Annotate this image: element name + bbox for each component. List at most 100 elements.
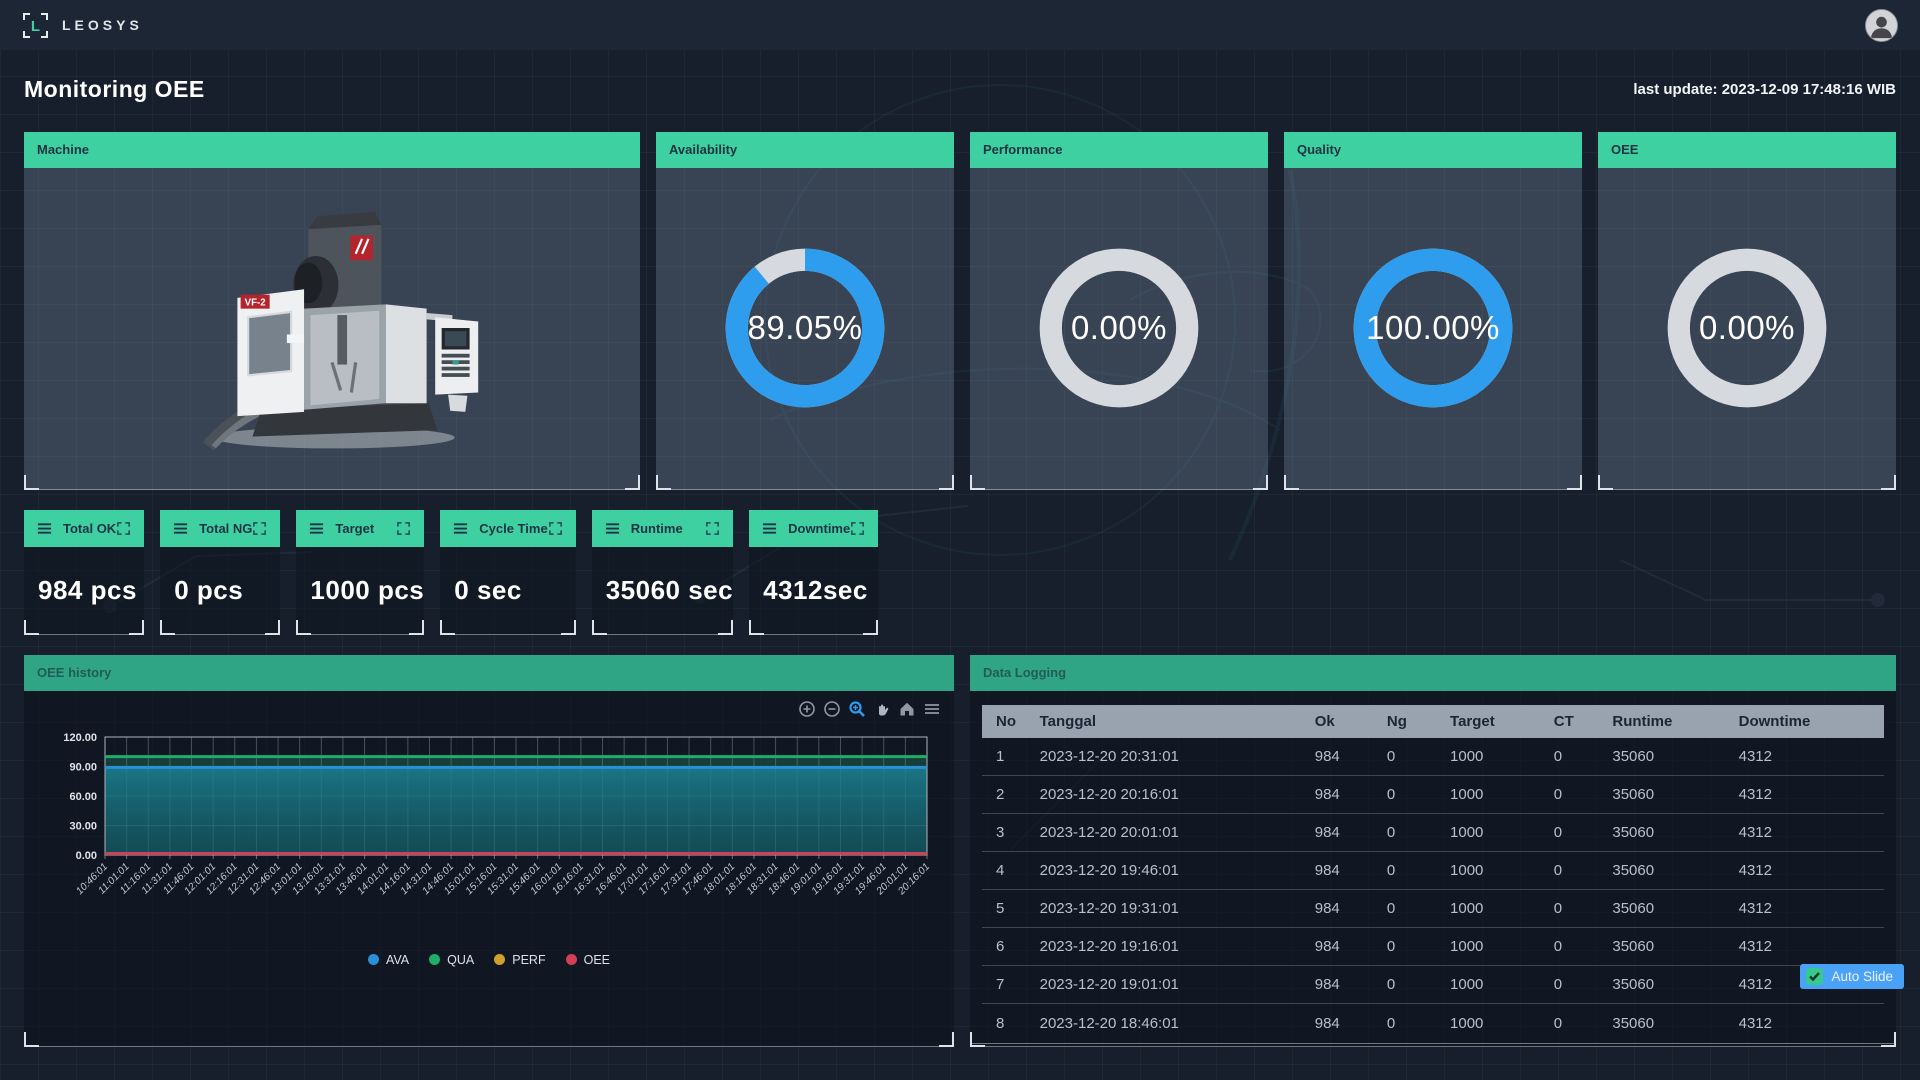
oee-history-chart[interactable]: 10:46:0111:01:0111:16:0111:31:0111:46:01… <box>33 727 943 942</box>
table-cell: 0 <box>1545 775 1605 815</box>
table-cell: 984 <box>1306 851 1379 891</box>
stat-value: 35060 sec <box>605 574 734 605</box>
legend-dot <box>565 954 577 966</box>
table-header-row: No Tanggal Ok Ng Target CT Runtime Downtime <box>982 704 1884 738</box>
table-cell: 1000 <box>1442 851 1546 891</box>
stat-value: 1000 pcs <box>310 574 425 605</box>
table-cell: 0 <box>1545 927 1605 967</box>
table-cell: 4312 <box>1730 813 1884 853</box>
chart-legend: AVA QUA PERF OEE <box>24 953 954 967</box>
table-cell: 984 <box>1314 1014 1340 1032</box>
legend-item-PERF[interactable]: PERF <box>494 953 546 967</box>
table-cell: 2023-12-20 18:46:01 <box>1039 1014 1179 1032</box>
y-tick-label: 30.00 <box>69 820 97 832</box>
auto-slide-toggle[interactable]: Auto Slide <box>1800 964 1904 989</box>
table-cell: 984 <box>1306 889 1379 929</box>
pan-icon[interactable] <box>873 700 891 718</box>
table-cell: 1000 <box>1442 813 1546 853</box>
table-cell: 4312 <box>1730 927 1884 967</box>
menu-icon[interactable] <box>605 521 620 536</box>
panel-title: Quality <box>1297 142 1342 158</box>
table-cell: 0 <box>1378 965 1443 1005</box>
table-cell: 4 <box>982 851 1032 891</box>
table-cell: 4312 <box>1730 851 1884 891</box>
legend-label: AVA <box>385 952 410 967</box>
menu-icon[interactable] <box>923 700 941 718</box>
menu-icon[interactable] <box>309 521 324 536</box>
expand-icon[interactable] <box>850 521 865 536</box>
legend-item-AVA[interactable]: AVA <box>367 952 410 967</box>
panel-title: Downtime <box>788 520 851 536</box>
panel-title: Runtime <box>630 520 683 536</box>
user-avatar[interactable] <box>1865 8 1898 42</box>
leosys-logo-icon: L <box>22 12 49 39</box>
donut-gauge: 0.00% <box>1658 239 1836 417</box>
logo-letter: L <box>31 18 40 35</box>
table-cell: 2023-12-20 20:31:01 <box>1031 737 1307 777</box>
table-cell: 35060 <box>1604 813 1731 853</box>
column-header-ct: CT <box>1545 704 1605 738</box>
table-cell: 0 <box>1545 851 1605 891</box>
legend-item-OEE[interactable]: OEE <box>565 953 610 967</box>
expand-icon[interactable] <box>705 521 720 536</box>
expand-icon[interactable] <box>252 521 267 536</box>
legend-label: QUA <box>447 952 475 967</box>
zoom-out-icon[interactable] <box>823 700 841 718</box>
column-header-runtime: Runtime <box>1604 704 1731 738</box>
auto-slide-checkbox[interactable] <box>1806 968 1824 985</box>
home-icon[interactable] <box>898 700 916 718</box>
table-cell: 1000 <box>1442 775 1546 815</box>
table-cell: 8 <box>996 1014 1005 1032</box>
table-cell: 3 <box>982 813 1032 853</box>
table-cell: 0 <box>1545 889 1605 929</box>
column-header-tanggal: Tanggal <box>1031 704 1307 738</box>
data-logging-table: No Tanggal Ok Ng Target CT Runtime Downtime 1 20… <box>982 704 1884 1035</box>
panel-title: Target <box>335 520 375 536</box>
expand-icon[interactable] <box>548 521 563 536</box>
table-cell: 1000 <box>1450 1014 1484 1032</box>
table-cell: 35060 <box>1612 1014 1655 1032</box>
table-cell: 0 <box>1386 1014 1396 1032</box>
stat-value: 0 pcs <box>174 574 244 605</box>
top-card-row: Machine <box>24 131 1896 490</box>
y-tick-label: 90.00 <box>69 761 97 773</box>
menu-icon[interactable] <box>453 521 468 536</box>
donut-gauge: 0.00% <box>1030 239 1208 417</box>
expand-icon[interactable] <box>396 521 411 536</box>
zoom-select-icon[interactable] <box>848 700 866 718</box>
data-logging-table-wrap: No Tanggal Ok Ng Target CT Runtime Downtime 1 20… <box>982 704 1884 1035</box>
table-cell: 4312 <box>1730 737 1884 777</box>
legend-dot <box>429 954 441 966</box>
table-cell: 2023-12-20 19:16:01 <box>1031 927 1307 967</box>
table-cell: 1000 <box>1442 965 1546 1005</box>
table-cell: 5 <box>982 889 1032 929</box>
stat-panel-runtime: Runtime 35060 sec <box>591 509 734 635</box>
last-update-text: last update: 2023-12-09 17:48:16 WIB <box>1633 81 1896 99</box>
menu-icon[interactable] <box>37 521 52 536</box>
table-cell: 984 <box>1306 927 1379 967</box>
table-cell: 2023-12-20 20:16:01 <box>1031 775 1307 815</box>
panel-title: Total OK <box>63 520 117 536</box>
column-header-target: Target <box>1442 704 1546 738</box>
table-cell: 984 <box>1306 813 1379 853</box>
zoom-in-icon[interactable] <box>798 700 816 718</box>
bottom-row: OEE history <box>24 654 1896 1047</box>
expand-icon[interactable] <box>116 521 131 536</box>
legend-item-QUA[interactable]: QUA <box>429 953 474 967</box>
table-cell: 984 <box>1306 775 1379 815</box>
menu-icon[interactable] <box>173 521 188 536</box>
panel-title: Data Logging <box>983 665 1067 681</box>
table-row: 7 2023-12-20 19:01:01 984 0 1000 0 35060 4312 <box>982 965 1884 1005</box>
menu-icon[interactable] <box>762 521 777 536</box>
brand-name: LEOSYS <box>62 17 143 33</box>
column-header-downtime: Downtime <box>1730 704 1884 738</box>
gauge-panel-quality: Quality 100.00% <box>1284 131 1582 490</box>
table-cell: 2023-12-20 20:01:01 <box>1031 813 1307 853</box>
table-cell: 4312 <box>1730 775 1884 815</box>
chart-toolbar <box>798 700 941 718</box>
table-cell: 0 <box>1378 813 1443 853</box>
panel-title: Cycle Time <box>479 520 548 536</box>
table-cell: 0 <box>1378 737 1443 777</box>
legend-dot <box>494 954 506 966</box>
y-tick-label: 60.00 <box>69 791 97 803</box>
